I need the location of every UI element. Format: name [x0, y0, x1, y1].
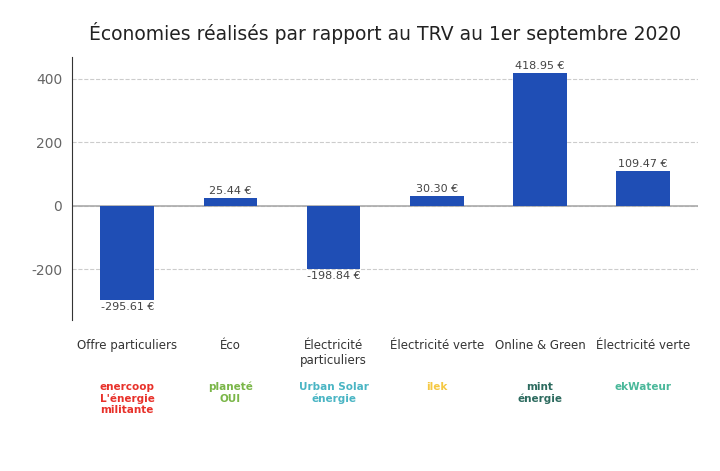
Bar — [513, 73, 567, 206]
Text: enercoop
L'énergie
militante: enercoop L'énergie militante — [100, 382, 155, 415]
Text: -295.61 €: -295.61 € — [101, 302, 154, 312]
Text: ekWateur: ekWateur — [615, 382, 672, 391]
Text: mint
énergie: mint énergie — [518, 382, 562, 404]
Text: Online & Green: Online & Green — [495, 339, 585, 352]
Bar — [204, 198, 257, 206]
Bar — [616, 171, 670, 206]
Text: 418.95 €: 418.95 € — [516, 60, 564, 71]
Text: Électricité verte: Électricité verte — [596, 339, 690, 352]
Text: 109.47 €: 109.47 € — [618, 159, 668, 169]
Title: Économies réalisés par rapport au TRV au 1er septembre 2020: Économies réalisés par rapport au TRV au… — [89, 22, 681, 44]
Bar — [410, 196, 464, 206]
Text: Urban Solar
énergie: Urban Solar énergie — [299, 382, 369, 404]
Text: Électricité verte: Électricité verte — [390, 339, 484, 352]
Bar — [101, 206, 154, 300]
Text: Électricité
particuliers: Électricité particuliers — [300, 339, 367, 367]
Text: Éco: Éco — [220, 339, 241, 352]
Text: 30.30 €: 30.30 € — [415, 184, 458, 194]
Text: planeté
OUI: planeté OUI — [208, 382, 253, 404]
Text: ilek: ilek — [426, 382, 447, 391]
Text: -198.84 €: -198.84 € — [307, 271, 361, 281]
Text: Offre particuliers: Offre particuliers — [77, 339, 177, 352]
Bar — [307, 206, 361, 269]
Text: 25.44 €: 25.44 € — [210, 186, 252, 195]
